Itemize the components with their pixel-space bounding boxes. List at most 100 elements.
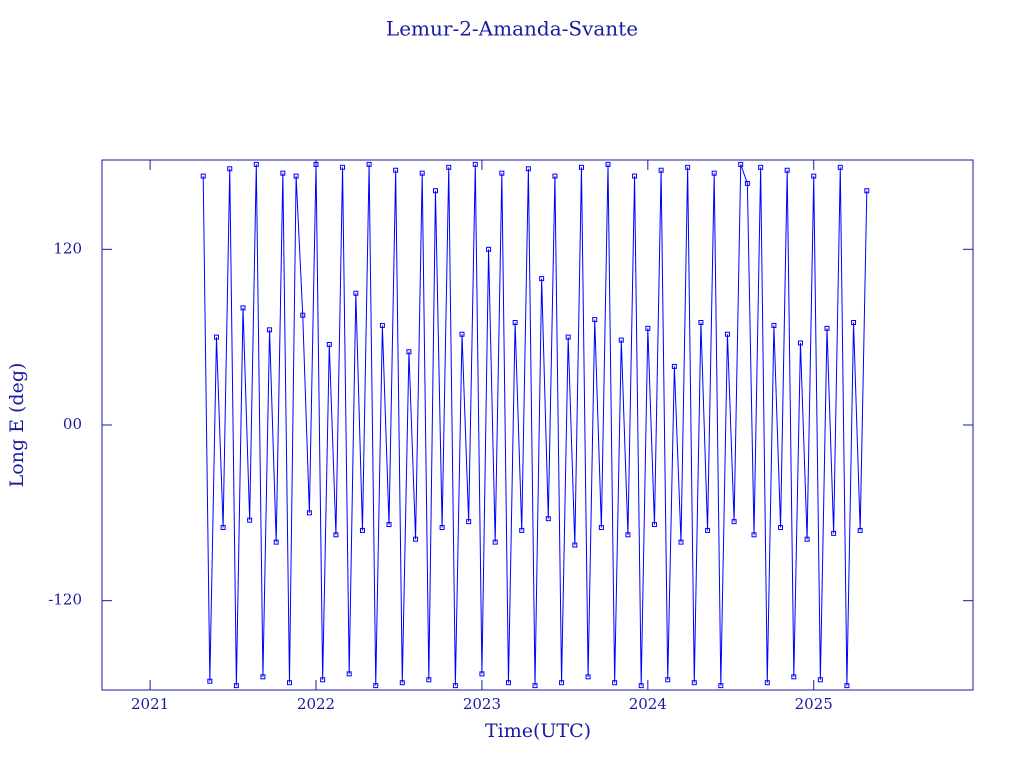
data-point (718, 683, 724, 689)
data-point (280, 170, 286, 176)
data-point (857, 527, 863, 533)
data-point (731, 519, 737, 525)
data-point (771, 322, 777, 328)
data-point (605, 161, 611, 167)
data-point (758, 164, 764, 170)
x-axis-label: Time(UTC) (485, 720, 591, 742)
data-point (393, 167, 399, 173)
x-tick-label: 2022 (297, 695, 335, 713)
data-point (698, 320, 704, 326)
y-tick-label: -120 (48, 591, 82, 609)
data-point (638, 683, 644, 689)
chart-title: Lemur-2-Amanda-Svante (386, 17, 638, 41)
data-point (797, 340, 803, 346)
data-point (267, 327, 273, 333)
data-point (479, 671, 485, 677)
data-point (651, 522, 657, 528)
data-point (658, 167, 664, 173)
data-point (565, 334, 571, 340)
data-point (738, 161, 744, 167)
data-point (446, 164, 452, 170)
data-point (452, 683, 458, 689)
data-point (559, 680, 565, 686)
data-point (572, 542, 578, 548)
data-point (439, 524, 445, 530)
data-point (432, 188, 438, 194)
data-point (671, 363, 677, 369)
data-point (399, 680, 405, 686)
data-line (202, 164, 868, 686)
data-point (844, 683, 850, 689)
data-point (778, 524, 784, 530)
data-point (837, 164, 843, 170)
data-point (340, 164, 346, 170)
data-point (320, 677, 326, 683)
data-point (751, 532, 757, 538)
data-point (499, 170, 505, 176)
data-point (273, 539, 279, 545)
data-point (419, 170, 425, 176)
data-point (817, 677, 823, 683)
data-point (233, 683, 239, 689)
data-point (353, 290, 359, 296)
data-point (525, 166, 531, 172)
data-point (247, 517, 253, 523)
data-point (618, 337, 624, 343)
data-point (851, 320, 857, 326)
data-point (505, 680, 511, 686)
data-point (253, 161, 259, 167)
y-tick-label: 120 (53, 239, 82, 257)
data-point (519, 527, 525, 533)
data-point (711, 170, 717, 176)
x-tick-label: 2025 (795, 695, 833, 713)
data-point (532, 683, 538, 689)
data-point (645, 325, 651, 331)
x-tick-label: 2024 (629, 695, 667, 713)
data-point (326, 341, 332, 347)
data-point (705, 527, 711, 533)
x-tick-label: 2023 (463, 695, 501, 713)
data-point (665, 677, 671, 683)
x-tick-label: 2021 (131, 695, 169, 713)
data-point (585, 674, 591, 680)
y-axis-label: Long E (deg) (6, 363, 28, 488)
data-point (545, 516, 551, 522)
data-point (359, 527, 365, 533)
data-point (240, 305, 246, 311)
data-point (804, 536, 810, 542)
data-point (300, 312, 306, 318)
data-point (306, 510, 312, 516)
data-point (220, 524, 226, 530)
y-tick-label: 00 (63, 415, 82, 433)
data-point (459, 331, 465, 337)
data-point (333, 532, 339, 538)
data-point (213, 334, 219, 340)
data-point (260, 674, 266, 680)
data-point (286, 680, 292, 686)
data-point (811, 173, 817, 179)
data-point (632, 173, 638, 179)
data-point (824, 325, 830, 331)
data-point (831, 530, 837, 536)
data-point (227, 166, 233, 172)
data-point (578, 164, 584, 170)
data-point (379, 322, 385, 328)
data-point (592, 317, 598, 323)
data-point (293, 173, 299, 179)
data-point (426, 677, 432, 683)
data-point (406, 349, 412, 355)
data-point (466, 519, 472, 525)
data-point (486, 246, 492, 252)
data-point (472, 161, 478, 167)
data-point (386, 522, 392, 528)
data-point (539, 276, 545, 282)
data-point (552, 173, 558, 179)
data-point (512, 320, 518, 326)
data-point (200, 173, 206, 179)
data-point (598, 524, 604, 530)
data-point (366, 161, 372, 167)
data-point (625, 532, 631, 538)
data-point (678, 539, 684, 545)
